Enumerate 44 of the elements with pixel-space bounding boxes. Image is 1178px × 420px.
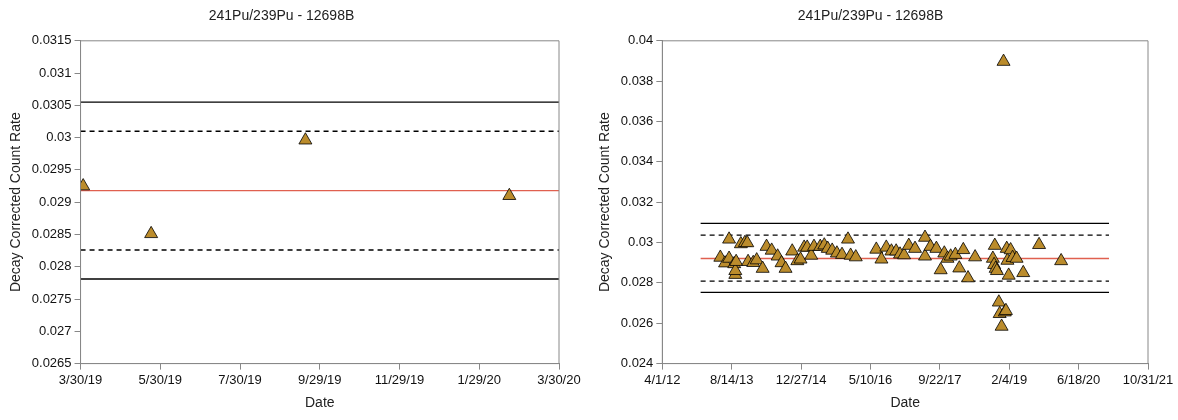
x-tick-label: 9/22/17 xyxy=(918,371,962,387)
x-tick-label: 5/10/16 xyxy=(848,371,893,387)
y-axis-title: Decay Corrected Count Rate xyxy=(7,112,24,293)
y-tick-label: 0.04 xyxy=(628,32,654,48)
x-tick-label: 9/29/19 xyxy=(298,371,342,387)
y-tick-label: 0.03 xyxy=(46,129,72,145)
y-tick-label: 0.028 xyxy=(39,258,72,274)
x-tick-label: 2/4/19 xyxy=(991,371,1028,387)
y-tick-label: 0.0295 xyxy=(31,161,72,177)
x-tick-label: 3/30/20 xyxy=(537,371,581,387)
y-tick-label: 0.031 xyxy=(39,64,72,80)
point xyxy=(144,225,159,238)
y-tick-label: 0.0265 xyxy=(31,355,72,371)
point xyxy=(298,132,313,145)
x-tick-label: 6/18/20 xyxy=(1056,371,1101,387)
x-tick-label: 11/29/19 xyxy=(374,371,425,387)
y-tick-label: 0.038 xyxy=(620,72,654,88)
y-tick-label: 0.0315 xyxy=(31,32,72,48)
y-tick-label: 0.029 xyxy=(39,193,72,209)
x-axis-title: Date xyxy=(304,394,335,411)
y-tick-label: 0.032 xyxy=(620,193,654,209)
x-tick-label: 8/14/13 xyxy=(710,371,754,387)
y-tick-label: 0.028 xyxy=(620,274,654,290)
chart-title: 241Pu/239Pu - 12698B xyxy=(208,7,355,24)
x-tick-label: 4/1/12 xyxy=(644,371,681,387)
x-tick-label: 7/30/19 xyxy=(218,371,262,387)
y-tick-label: 0.0285 xyxy=(31,226,72,242)
x-tick-label: 12/27/14 xyxy=(775,371,827,387)
y-tick-label: 0.036 xyxy=(620,113,654,129)
x-axis-title: Date xyxy=(890,394,921,411)
y-axis-title: Decay Corrected Count Rate xyxy=(596,112,613,293)
y-tick-label: 0.03 xyxy=(628,234,654,250)
y-tick-label: 0.024 xyxy=(620,355,654,371)
x-tick-label: 5/30/19 xyxy=(138,371,182,387)
x-tick-label: 3/30/19 xyxy=(58,371,103,387)
x-tick-label: 10/31/21 xyxy=(1122,371,1174,387)
x-tick-label: 1/29/20 xyxy=(457,371,501,387)
y-tick-label: 0.027 xyxy=(39,322,72,338)
point xyxy=(502,187,517,200)
y-tick-label: 0.0305 xyxy=(31,96,72,112)
y-tick-label: 0.034 xyxy=(620,153,654,169)
chart-title: 241Pu/239Pu - 12698B xyxy=(797,7,944,24)
y-tick-label: 0.0275 xyxy=(31,290,72,306)
y-tick-label: 0.026 xyxy=(620,314,654,330)
